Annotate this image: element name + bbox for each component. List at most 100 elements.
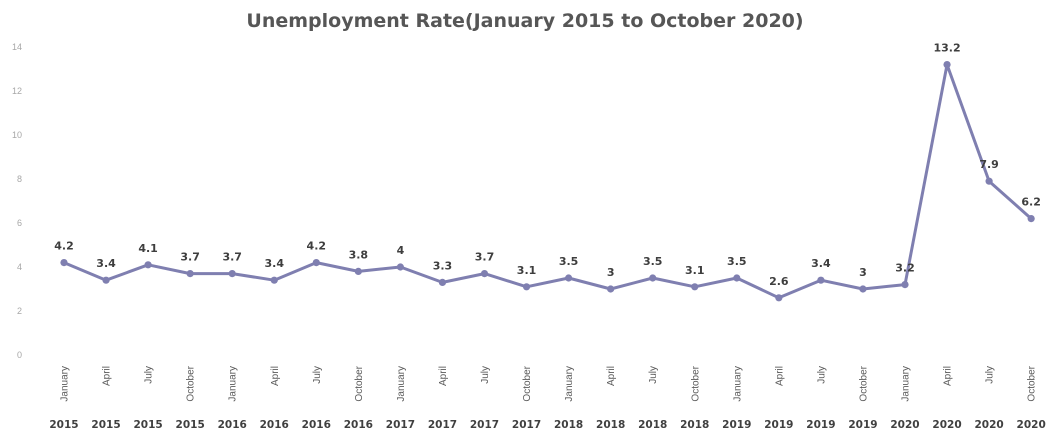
x-tick-year-label: 2019 (806, 419, 835, 431)
data-point (775, 294, 783, 302)
x-tick-year-label: 2017 (428, 419, 457, 431)
x-tick-year-label: 2015 (176, 419, 205, 431)
x-tick-year-label: 2020 (890, 419, 919, 431)
series-layer (60, 61, 1035, 302)
data-point (859, 285, 867, 293)
data-point (943, 61, 951, 69)
data-label: 3.8 (349, 248, 369, 261)
x-tick-month-label: July (312, 366, 323, 384)
x-tick-month-label: July (144, 366, 155, 384)
data-point (102, 276, 110, 284)
x-tick-month-label: April (774, 366, 785, 386)
data-label: 3.7 (180, 251, 200, 264)
y-tick-label: 12 (12, 86, 22, 96)
x-tick-month-label: January (732, 366, 743, 402)
data-label: 4 (397, 244, 405, 257)
data-label: 3.4 (96, 257, 116, 270)
data-point (270, 276, 278, 284)
data-label: 4.2 (54, 240, 74, 253)
x-tick-year-label: 2017 (386, 419, 415, 431)
x-tick-month-label: April (943, 366, 954, 386)
data-point (186, 270, 194, 278)
data-point (649, 274, 657, 282)
x-tick-year-label: 2018 (554, 419, 583, 431)
x-tick-month-label: July (816, 366, 827, 384)
data-point (480, 270, 489, 278)
x-tick-year-label: 2020 (932, 419, 961, 431)
x-tick-month-label: July (985, 366, 996, 384)
x-tick-month-label: October (690, 365, 701, 401)
data-point (607, 285, 615, 293)
data-point (1027, 215, 1035, 223)
x-tick-month-label: January (564, 366, 575, 402)
x-tick-month-label: April (606, 366, 617, 386)
data-label: 13.2 (933, 42, 960, 55)
series-line (62, 63, 1033, 300)
data-label: 3.4 (265, 257, 285, 270)
data-label: 3.3 (433, 259, 453, 272)
data-point (733, 274, 741, 282)
data-label: 4.2 (307, 240, 327, 253)
data-label: 3.1 (685, 264, 705, 277)
data-label: 3.2 (895, 262, 915, 275)
data-point (144, 261, 152, 269)
x-tick-year-label: 2020 (1017, 419, 1046, 431)
data-label: 6.2 (1021, 196, 1041, 209)
x-tick-year-label: 2016 (344, 419, 373, 431)
data-point (901, 281, 909, 289)
y-tick-label: 4 (17, 262, 22, 272)
x-tick-year-label: 2015 (133, 419, 162, 431)
x-axis: January 2015 April 2015 July 2015 October 2015 J… (49, 365, 1045, 431)
data-label: 3.5 (643, 255, 663, 268)
x-tick-month-label: April (102, 366, 113, 386)
data-point (985, 177, 993, 185)
y-tick-label: 10 (12, 130, 22, 140)
x-tick-month-label: January (60, 366, 71, 402)
data-point (396, 263, 404, 271)
data-point (60, 259, 68, 267)
data-label-layer: 4.2 3.4 4.1 3.7 3.7 3.4 4.2 3.8 4 3.3 3.7 3.1 3.5 3 3.… (54, 42, 1041, 288)
x-tick-month-label: April (438, 366, 449, 386)
x-tick-month-label: January (228, 366, 239, 402)
data-point (817, 276, 825, 284)
x-tick-month-label: October (1027, 365, 1038, 401)
x-tick-year-label: 2018 (638, 419, 667, 431)
x-tick-month-label: October (858, 365, 869, 401)
x-tick-year-label: 2016 (302, 419, 331, 431)
data-label: 3.1 (517, 264, 537, 277)
x-tick-month-label: January (396, 366, 407, 402)
y-tick-label: 14 (12, 42, 22, 52)
y-tick-label: 2 (17, 306, 22, 316)
chart-title: Unemployment Rate(January 2015 to Octobe… (246, 10, 803, 32)
x-tick-year-label: 2019 (722, 419, 751, 431)
x-tick-year-label: 2016 (218, 419, 247, 431)
data-label: 3.4 (811, 257, 831, 270)
x-tick-month-label: July (648, 366, 659, 384)
data-point (228, 270, 236, 278)
data-label: 3.5 (727, 255, 747, 268)
x-tick-year-label: 2018 (596, 419, 625, 431)
data-label: 3 (607, 266, 615, 279)
data-point (354, 267, 362, 275)
x-tick-year-label: 2015 (49, 419, 78, 431)
data-point (691, 283, 699, 291)
x-tick-year-label: 2020 (974, 419, 1003, 431)
y-tick-label: 8 (17, 174, 22, 184)
data-label: 3.5 (559, 255, 579, 268)
x-tick-year-label: 2019 (764, 419, 793, 431)
data-label: 3.7 (222, 251, 242, 264)
data-point (565, 274, 573, 282)
x-tick-year-label: 2016 (260, 419, 289, 431)
x-tick-year-label: 2018 (680, 419, 709, 431)
data-label: 7.9 (979, 158, 999, 171)
x-tick-month-label: October (186, 365, 197, 401)
y-tick-label: 0 (17, 350, 22, 360)
data-label: 4.1 (138, 242, 158, 255)
x-tick-month-label: July (480, 366, 491, 384)
data-point (438, 278, 447, 286)
data-point (522, 283, 531, 291)
data-label: 2.6 (769, 275, 789, 288)
data-label: 3.7 (475, 251, 495, 264)
